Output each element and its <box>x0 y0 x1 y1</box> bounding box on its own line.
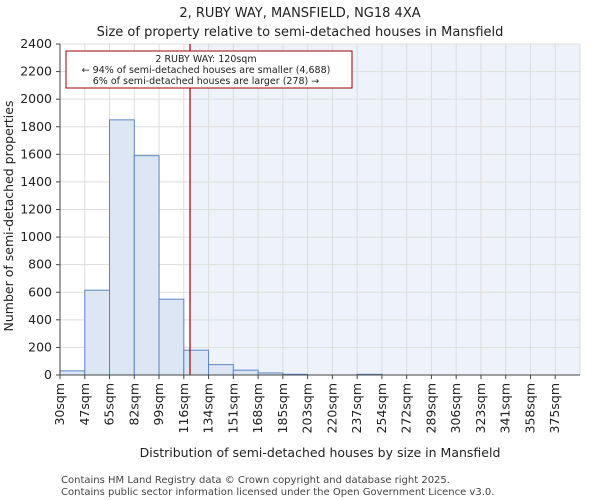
x-tick-label: 168sqm <box>250 383 265 433</box>
chart-title-line1: 2, RUBY WAY, MANSFIELD, NG18 4XA <box>179 6 420 21</box>
bar-134sqm <box>208 364 234 376</box>
x-tick-label: 358sqm <box>522 383 537 433</box>
bar-82sqm <box>133 155 160 376</box>
x-tick-label: 65sqm <box>102 383 117 426</box>
x-tick-label: 306sqm <box>448 383 463 433</box>
annotation-line1: 2 RUBY WAY: 120sqm <box>155 54 256 65</box>
y-tick-label: 1600 <box>20 146 52 161</box>
x-tick-label: 341sqm <box>498 383 513 433</box>
y-axis: 0 200 400 600 800 1000 1200 1400 1600 1800 2000 220… <box>20 36 61 382</box>
chart-title-line2: Size of property relative to semi-detach… <box>97 25 504 40</box>
y-tick-label: 2200 <box>20 64 52 79</box>
x-tick-label: 254sqm <box>374 383 389 433</box>
x-tick-label: 272sqm <box>399 383 414 433</box>
y-tick-label: 1400 <box>20 174 52 189</box>
bar-65sqm <box>109 119 135 376</box>
x-tick-label: 289sqm <box>423 383 438 433</box>
x-axis-title: Distribution of semi-detached houses by … <box>140 445 501 460</box>
y-axis-title: Number of semi-detached properties <box>1 101 16 332</box>
x-tick-label: 323sqm <box>473 383 488 433</box>
y-tick-label: 1200 <box>20 202 52 217</box>
annotation-line3: 6% of semi-detached houses are larger (2… <box>93 76 320 87</box>
x-tick-label: 203sqm <box>300 383 315 433</box>
bar-116sqm <box>183 349 210 376</box>
y-tick-label: 600 <box>28 284 52 299</box>
bar-30sqm <box>59 370 86 376</box>
y-tick-label: 1800 <box>20 119 52 134</box>
y-tick-label: 800 <box>28 257 52 272</box>
x-tick-label: 375sqm <box>547 383 562 433</box>
y-tick-label: 400 <box>28 312 52 327</box>
annotation-frame <box>65 50 353 89</box>
x-tick-label: 237sqm <box>349 383 364 433</box>
x-tick-label: 82sqm <box>126 383 141 426</box>
x-tick-label: 151sqm <box>225 383 240 433</box>
bar-47sqm <box>84 289 111 376</box>
annotation-box: 2 RUBY WAY: 120sqm ← 94% of semi-detache… <box>65 50 353 89</box>
bar-151sqm <box>232 369 259 376</box>
x-tick-label: 116sqm <box>176 383 191 433</box>
x-tick-label: 99sqm <box>151 383 166 426</box>
y-tick-label: 0 <box>44 367 52 382</box>
y-tick-label: 1000 <box>20 229 52 244</box>
annotation-line2: ← 94% of semi-detached houses are smalle… <box>82 65 331 76</box>
x-tick-label: 220sqm <box>324 383 339 433</box>
y-tick-label: 200 <box>28 339 52 354</box>
x-tick-label: 30sqm <box>52 383 67 426</box>
bars-group <box>59 119 383 376</box>
x-axis: 30sqm 47sqm 65sqm 82sqm 99sqm 116sqm 134sqm 151… <box>52 374 580 433</box>
x-tick-label: 185sqm <box>275 383 290 433</box>
x-tick-label: 134sqm <box>201 383 216 433</box>
footer-line1: Contains HM Land Registry data © Crown c… <box>61 475 450 486</box>
bar-99sqm <box>158 298 185 376</box>
y-tick-label: 2400 <box>20 36 52 51</box>
x-tick-label: 47sqm <box>77 383 92 426</box>
y-tick-label: 2000 <box>20 91 52 106</box>
footer-line2: Contains public sector information licen… <box>61 487 494 498</box>
